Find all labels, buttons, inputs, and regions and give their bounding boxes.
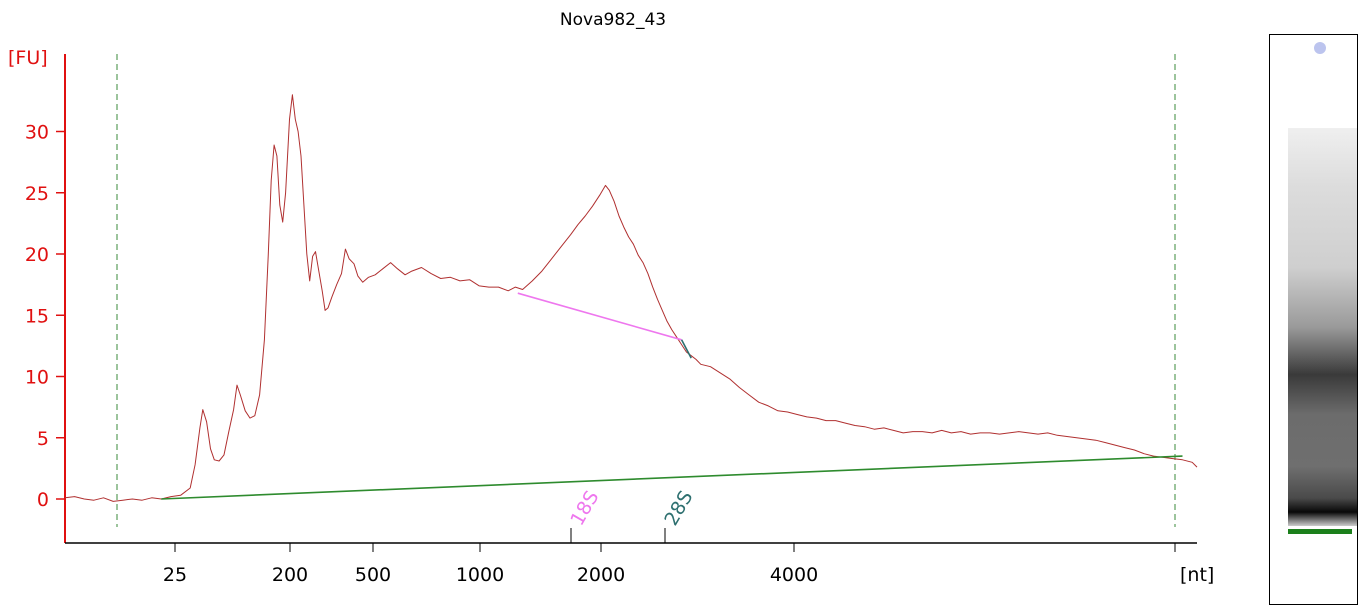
y-axis-ticks: 0 5 10 15 20 25 30 (25, 122, 65, 511)
x-tick-label: 200 (272, 564, 308, 586)
marker-18s-label: 18S (566, 487, 603, 529)
y-tick-label: 10 (25, 367, 49, 389)
y-tick-label: 20 (25, 244, 49, 266)
baseline-line (161, 455, 1183, 500)
marker-28s-label: 28S (660, 487, 697, 529)
peak-28s-line (680, 339, 692, 359)
peak-18s-line (517, 292, 682, 341)
trace-line (64, 94, 1198, 502)
gel-lane-image (1288, 42, 1357, 534)
y-tick-label: 30 (25, 122, 49, 144)
x-axis-label: [nt] (1180, 564, 1214, 586)
chart-title: Nova982_43 (560, 10, 666, 30)
y-axis-label: [FU] (8, 47, 48, 69)
x-tick-label: 1000 (456, 564, 504, 586)
x-tick-label: 4000 (770, 564, 818, 586)
y-tick-label: 15 (25, 305, 49, 327)
y-tick-label: 25 (25, 183, 49, 205)
x-tick-label: 25 (163, 564, 187, 586)
y-tick-label: 5 (37, 428, 49, 450)
y-tick-label: 0 (37, 489, 49, 511)
series-layer (64, 94, 1198, 502)
gel-lane-band-gradient (1288, 128, 1357, 526)
x-tick-label: 2000 (577, 564, 625, 586)
gel-lane-spot (1314, 42, 1326, 54)
x-tick-label: 500 (355, 564, 391, 586)
gel-lane-marker-band (1288, 529, 1352, 534)
gel-lane (1269, 34, 1358, 605)
